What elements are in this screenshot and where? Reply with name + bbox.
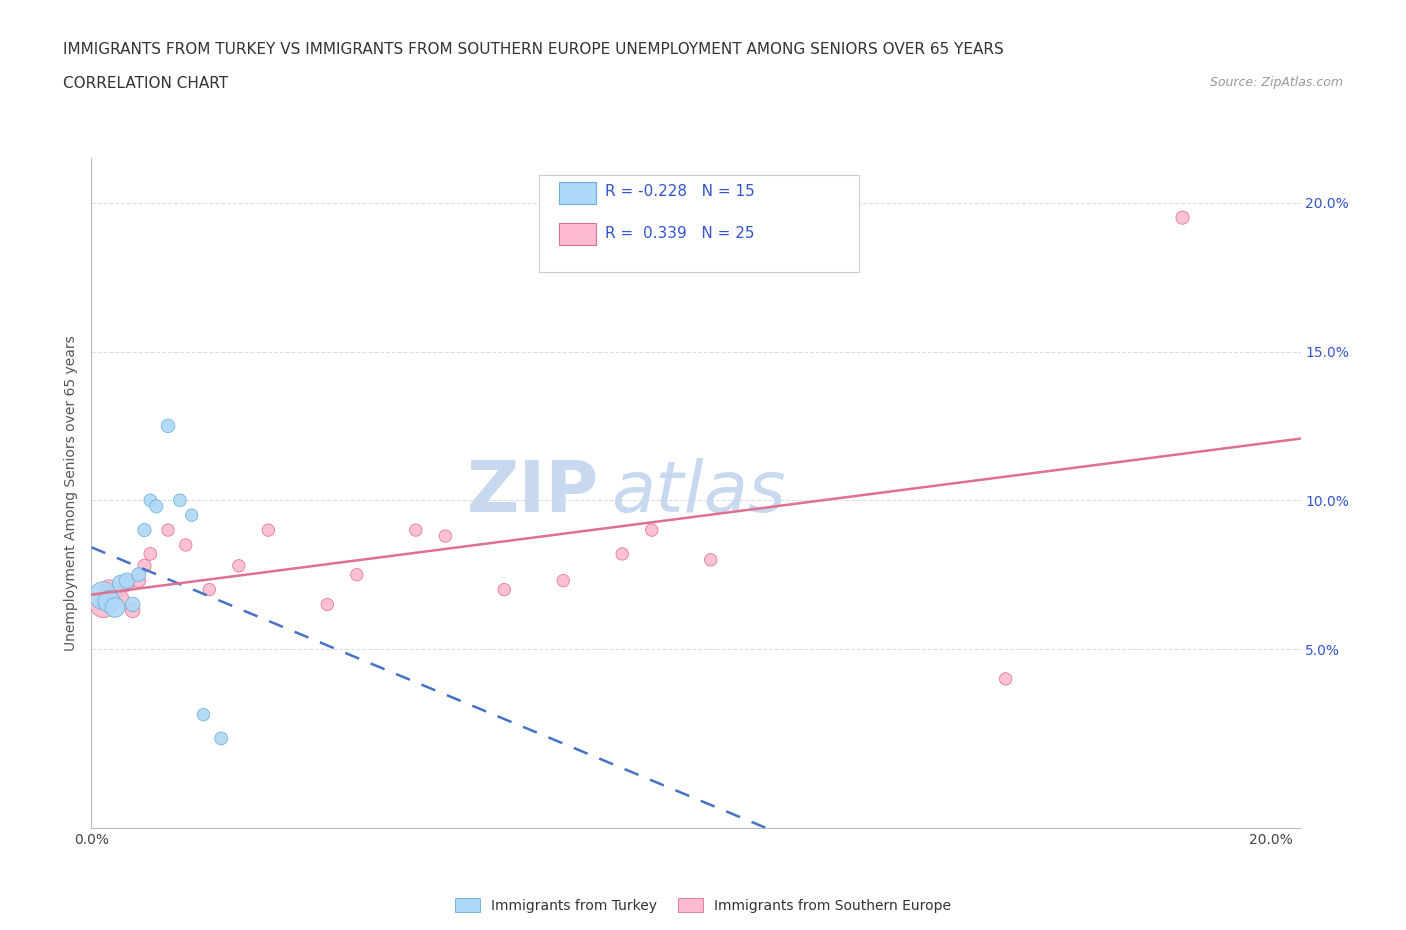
Text: ZIP: ZIP <box>467 458 599 527</box>
Text: CORRELATION CHART: CORRELATION CHART <box>63 76 228 91</box>
FancyBboxPatch shape <box>538 175 859 272</box>
Point <box>98 582 121 597</box>
Point <box>115 573 138 588</box>
Point <box>494 582 516 597</box>
Point <box>145 498 167 513</box>
Point <box>128 573 150 588</box>
FancyBboxPatch shape <box>560 181 596 204</box>
Point <box>198 582 221 597</box>
Point <box>115 577 138 591</box>
Point <box>98 594 121 609</box>
Text: atlas: atlas <box>612 458 786 527</box>
Point <box>228 558 250 573</box>
Point <box>91 588 114 603</box>
Point <box>316 597 339 612</box>
Text: R = -0.228   N = 15: R = -0.228 N = 15 <box>605 184 755 199</box>
Point <box>104 588 127 603</box>
Y-axis label: Unemployment Among Seniors over 65 years: Unemployment Among Seniors over 65 years <box>65 335 79 651</box>
Point <box>994 671 1017 686</box>
Point <box>91 597 114 612</box>
Point <box>134 523 156 538</box>
Point <box>174 538 197 552</box>
Point <box>157 523 180 538</box>
Point <box>193 707 215 722</box>
Point <box>612 547 634 562</box>
FancyBboxPatch shape <box>560 223 596 246</box>
Point <box>553 573 575 588</box>
Point <box>128 567 150 582</box>
Point <box>346 567 368 582</box>
Point <box>209 731 232 746</box>
Point <box>405 523 427 538</box>
Point <box>104 600 127 615</box>
Point <box>180 508 202 523</box>
Point <box>121 603 143 618</box>
Point <box>110 591 132 606</box>
Legend: Immigrants from Turkey, Immigrants from Southern Europe: Immigrants from Turkey, Immigrants from … <box>450 893 956 919</box>
Point <box>1171 210 1194 225</box>
Point <box>434 528 457 543</box>
Point <box>257 523 280 538</box>
Point <box>139 493 162 508</box>
Point <box>139 547 162 562</box>
Point <box>699 552 721 567</box>
Text: IMMIGRANTS FROM TURKEY VS IMMIGRANTS FROM SOUTHERN EUROPE UNEMPLOYMENT AMONG SEN: IMMIGRANTS FROM TURKEY VS IMMIGRANTS FRO… <box>63 42 1004 57</box>
Text: R =  0.339   N = 25: R = 0.339 N = 25 <box>605 226 755 241</box>
Point <box>121 597 143 612</box>
Point <box>169 493 191 508</box>
Point <box>641 523 664 538</box>
Point <box>110 577 132 591</box>
Point <box>157 418 180 433</box>
Text: Source: ZipAtlas.com: Source: ZipAtlas.com <box>1209 76 1343 89</box>
Point <box>134 558 156 573</box>
